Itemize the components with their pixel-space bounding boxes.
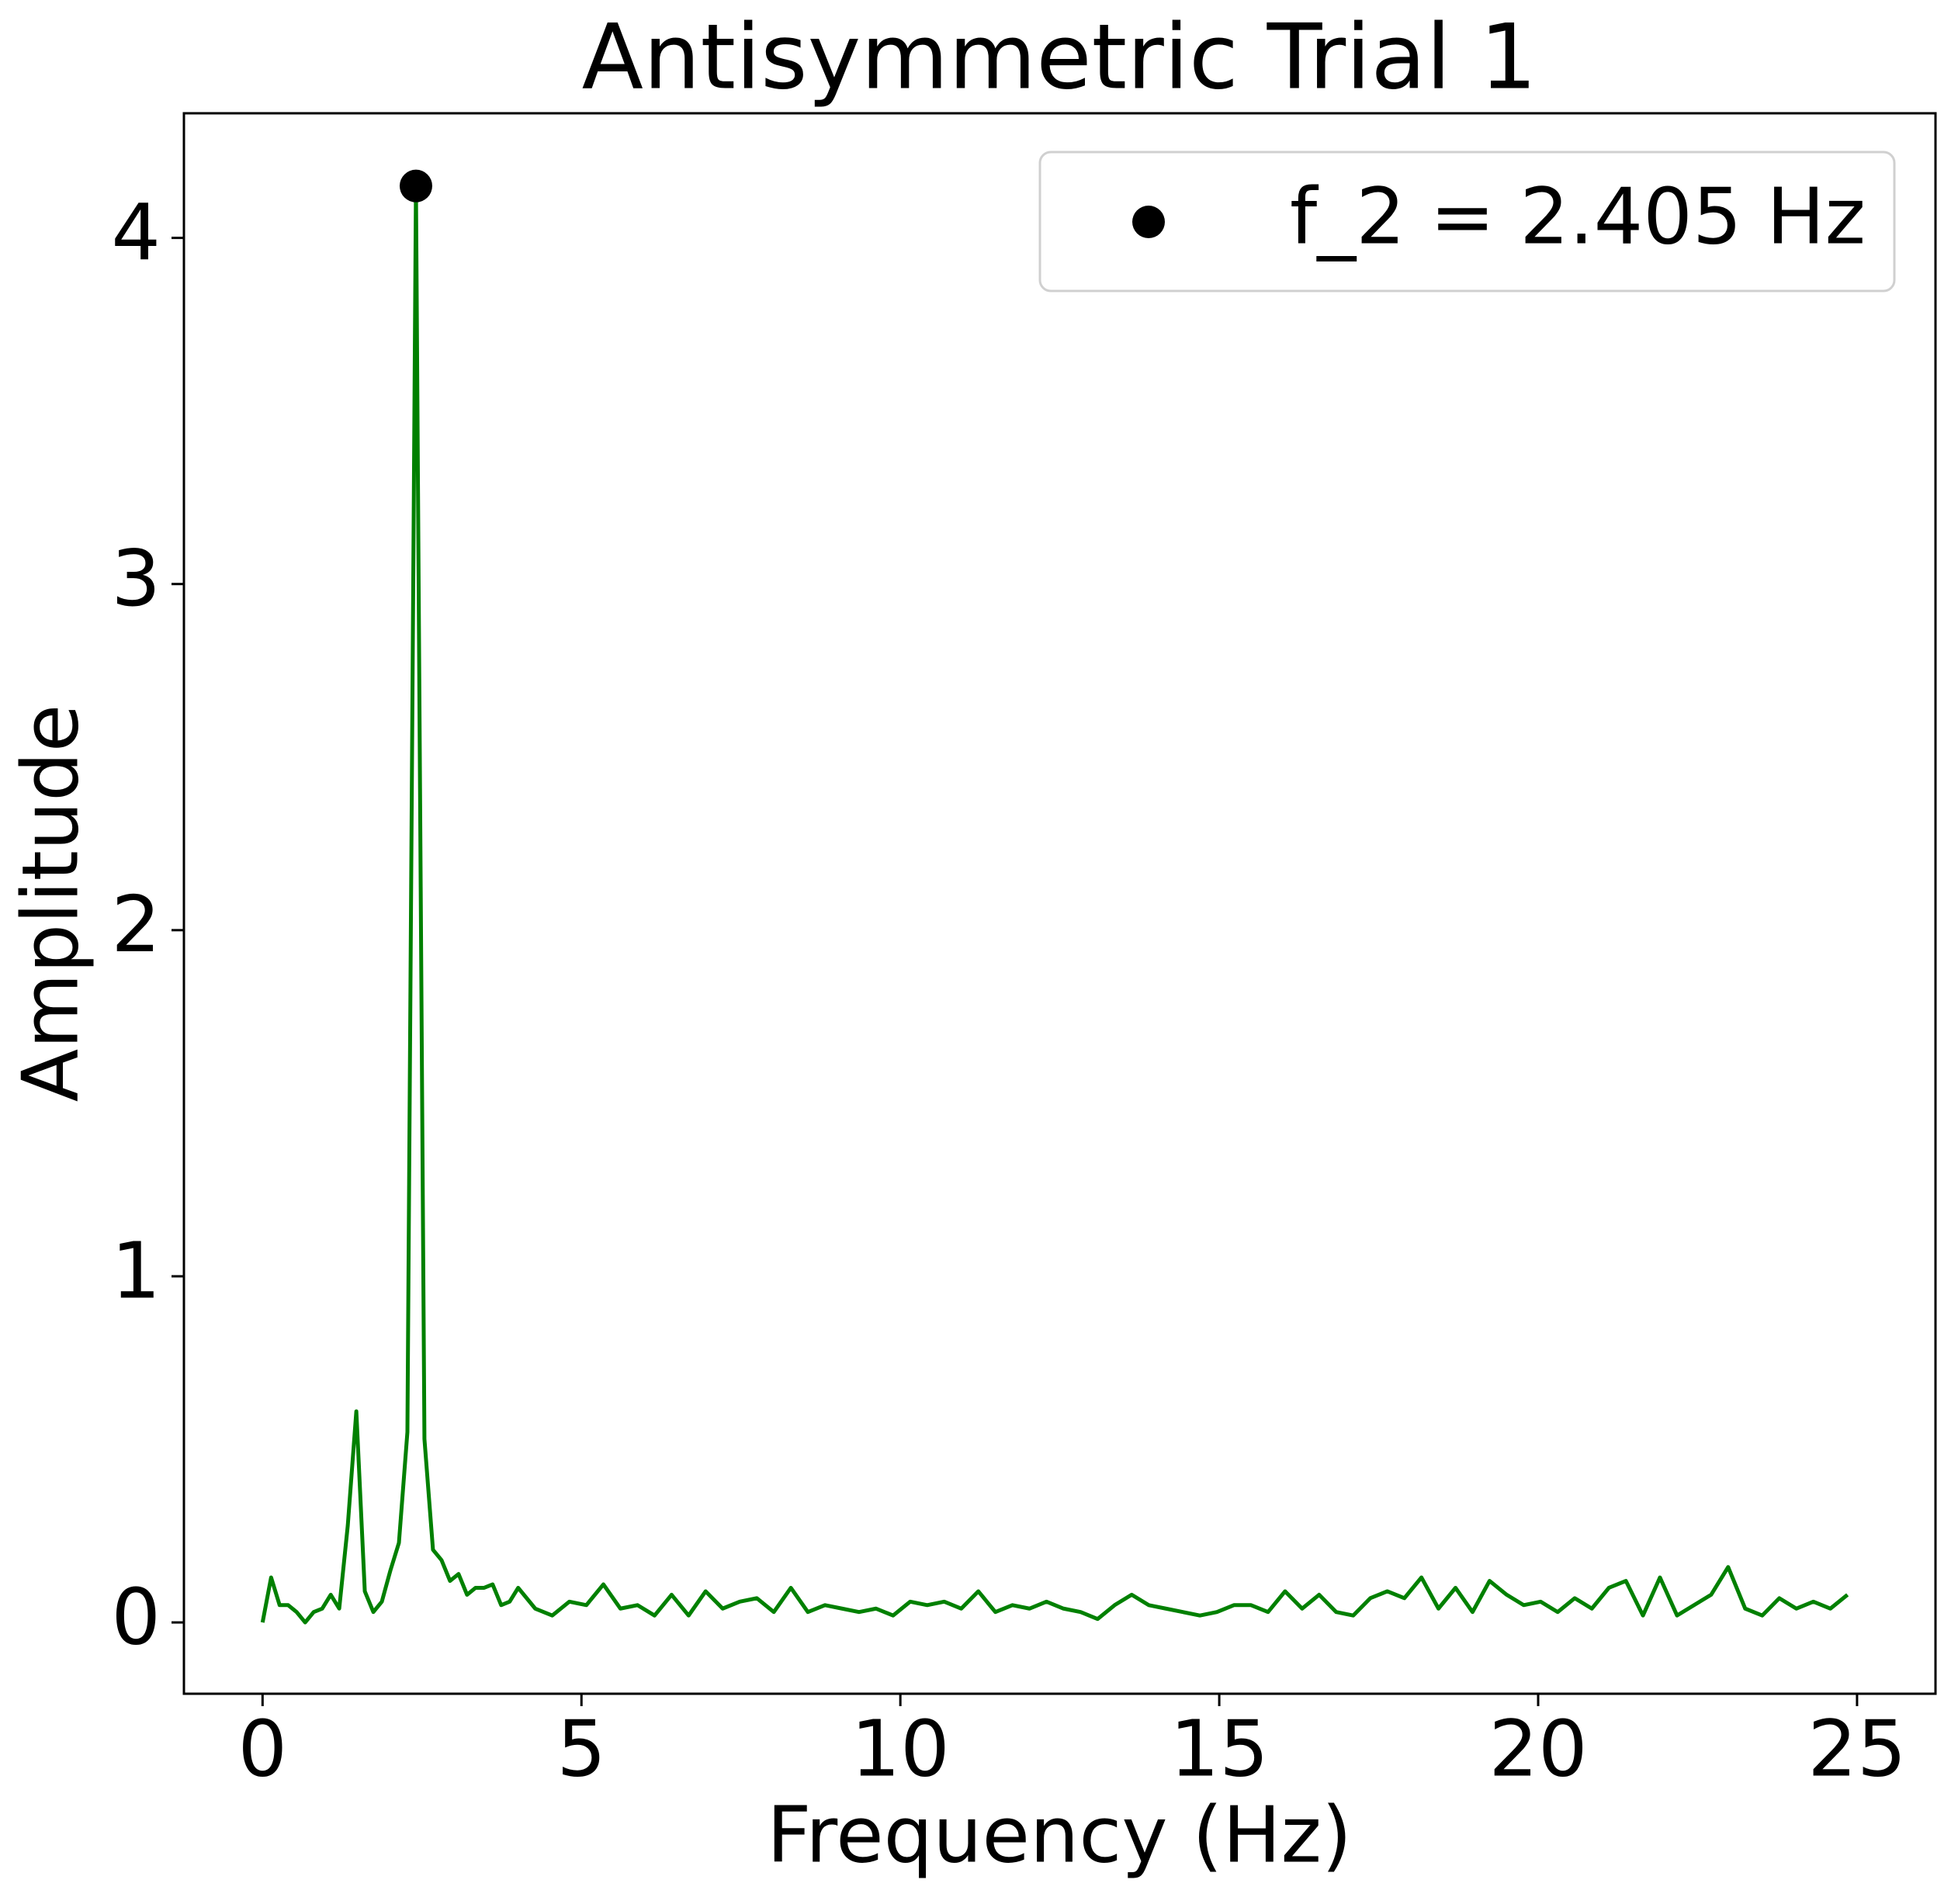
peak-marker [399, 169, 432, 203]
y-tick-label: 1 [111, 1225, 161, 1316]
y-tick-label: 4 [111, 187, 161, 278]
chart-title: Antisymmetric Trial 1 [582, 5, 1537, 110]
x-tick-label: 5 [556, 1703, 606, 1794]
x-axis-label: Frequency (Hz) [767, 1789, 1352, 1880]
spectrum-line [260, 184, 1849, 1625]
x-tick-label: 20 [1488, 1703, 1587, 1794]
y-tick-label: 3 [111, 533, 161, 624]
x-tick-label: 10 [851, 1703, 950, 1794]
plot-frame [182, 112, 1937, 1695]
x-tick-label: 15 [1170, 1703, 1268, 1794]
y-axis-label: Amplitude [5, 704, 95, 1102]
legend-box [1038, 151, 1896, 293]
y-tick-label: 0 [111, 1571, 161, 1662]
y-tick-label: 2 [111, 879, 161, 970]
legend-label: f_2 = 2.405 Hz [1290, 171, 1866, 261]
x-tick-label: 0 [238, 1703, 288, 1794]
legend-marker [1132, 206, 1165, 238]
x-tick-label: 25 [1807, 1703, 1906, 1794]
